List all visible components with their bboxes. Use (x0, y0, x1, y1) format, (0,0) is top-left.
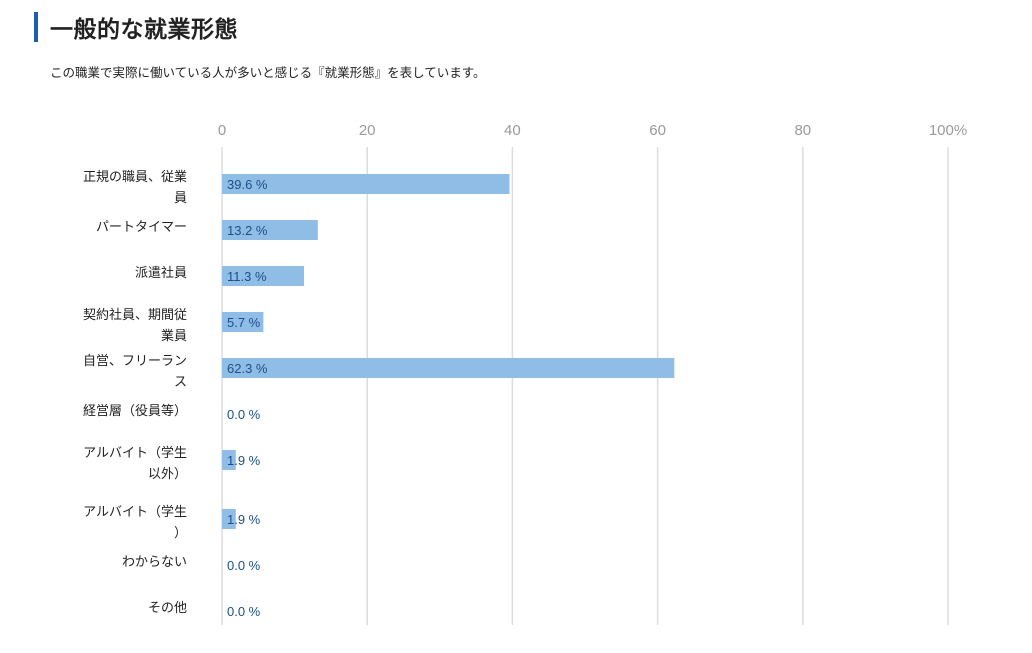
x-tick-label: 60 (649, 122, 666, 139)
value-label: 1.9 % (227, 453, 261, 468)
bar (222, 174, 510, 194)
x-tick-label: 80 (794, 122, 811, 139)
bar (222, 509, 236, 529)
category-label: パートタイマー (96, 220, 187, 235)
category-label: 自営、フリーランス (83, 354, 187, 390)
category-label: 経営層（役員等） (83, 403, 187, 419)
category-label: 契約社員、期間従業員 (83, 307, 187, 344)
page-description: この職業で実際に働いている人が多いと感じる『就業形態』を表しています。 (50, 65, 486, 80)
category-label: アルバイト（学生以外） (83, 445, 187, 482)
value-label: 5.7 % (227, 315, 261, 330)
value-label: 0.0 % (227, 604, 261, 619)
value-label: 13.2 % (227, 223, 268, 238)
category-label: わからない (122, 555, 187, 570)
x-tick-label: 20 (359, 122, 376, 139)
x-tick-label: 0 (218, 122, 226, 139)
value-label: 39.6 % (227, 177, 268, 192)
category-label: 派遣社員 (135, 265, 187, 281)
bar (222, 450, 236, 470)
value-label: 0.0 % (227, 558, 261, 573)
value-label: 11.3 % (227, 269, 267, 284)
value-label: 0.0 % (227, 407, 261, 422)
category-label: アルバイト（学生） (83, 504, 187, 541)
value-label: 62.3 % (227, 361, 268, 376)
title-accent-bar (34, 12, 38, 42)
x-tick-label: 100% (929, 122, 967, 139)
category-label: その他 (148, 601, 187, 616)
bar (222, 220, 318, 240)
category-label: 正規の職員、従業員 (83, 169, 187, 206)
bar (222, 312, 264, 332)
bar (222, 266, 305, 286)
x-tick-label: 40 (504, 122, 521, 139)
bar (222, 358, 675, 378)
value-label: 1.9 % (227, 512, 261, 527)
page-title: 一般的な就業形態 (50, 17, 238, 43)
section-header: 一般的な就業形態 (34, 12, 238, 43)
